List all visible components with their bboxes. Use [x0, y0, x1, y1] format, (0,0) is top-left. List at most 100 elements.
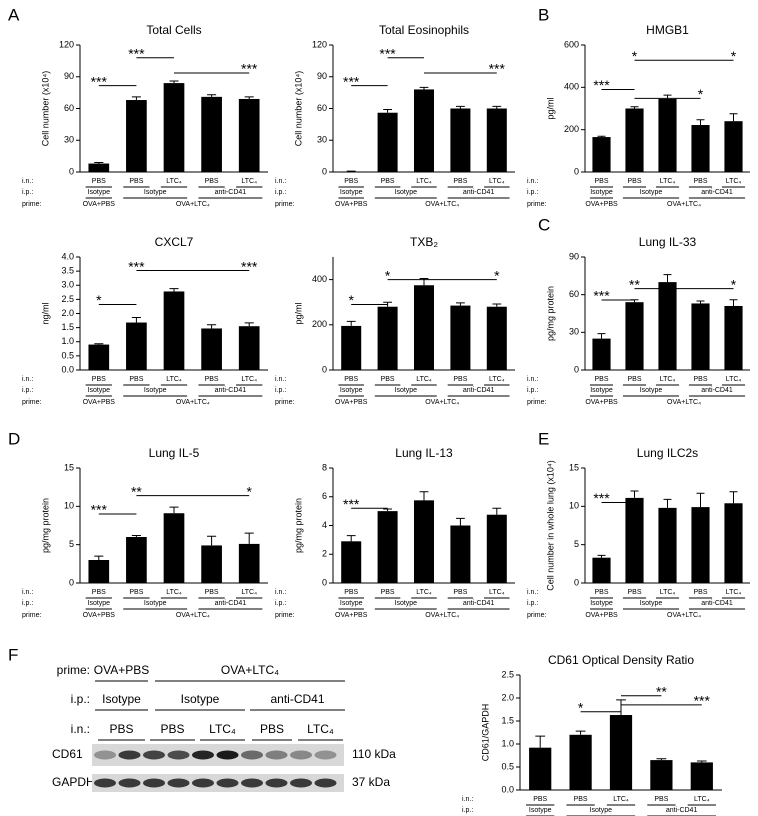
- error-bar: [575, 730, 586, 735]
- error-bar: [729, 491, 738, 504]
- ip-label: Isotype: [640, 600, 663, 607]
- bar: [163, 513, 185, 583]
- ip-label: anti-CD41: [215, 387, 247, 394]
- y-tick-label: 60: [64, 103, 74, 113]
- error-bar: [729, 299, 738, 306]
- ip-label: Isotype: [340, 387, 363, 394]
- chart-title: Lung ILC2s: [637, 446, 698, 460]
- error-bar: [207, 324, 217, 329]
- ip-label: anti-CD41: [701, 189, 733, 196]
- y-tick-label: 15: [569, 462, 579, 472]
- row-label: i.n.:: [22, 376, 33, 383]
- y-tick-label: 1.5: [501, 715, 514, 725]
- prime-label: OVA+PBS: [335, 201, 368, 208]
- blot-band: [192, 778, 214, 788]
- error-bar: [207, 94, 217, 97]
- ip-label: anti-CD41: [463, 189, 495, 196]
- blot-in: PBS: [160, 722, 184, 736]
- x-tick-label: LTC₄: [166, 589, 182, 596]
- error-bar: [696, 492, 705, 508]
- x-tick-label: PBS: [344, 376, 358, 383]
- panel-label: F: [8, 645, 18, 664]
- x-tick-label: LTC₄: [416, 376, 432, 383]
- bar: [486, 514, 507, 583]
- y-axis-label: pg/ml: [545, 97, 555, 119]
- ip-label: Isotype: [590, 807, 613, 814]
- prime-label: OVA+LTC₄: [667, 612, 701, 619]
- significance-label: *: [494, 267, 500, 283]
- x-tick-label: PBS: [381, 376, 395, 383]
- x-tick-label: PBS: [574, 796, 588, 803]
- y-tick-label: 30: [64, 135, 74, 145]
- bar: [690, 762, 713, 790]
- error-bar: [616, 699, 626, 716]
- significance-label: ***: [343, 73, 360, 89]
- prime-label: OVA+LTC₄: [667, 399, 701, 406]
- blot-row-label: i.n.:: [71, 722, 90, 736]
- error-bar: [696, 300, 705, 304]
- x-tick-label: PBS: [693, 376, 707, 383]
- row-label: i.p.:: [275, 189, 286, 196]
- ip-label: Isotype: [590, 600, 613, 607]
- error-bar: [94, 343, 104, 345]
- bar: [691, 125, 710, 172]
- ip-label: anti-CD41: [666, 807, 698, 814]
- ip-label: anti-CD41: [215, 600, 247, 607]
- significance-label: *: [246, 483, 252, 499]
- x-tick-label: PBS: [344, 178, 358, 185]
- y-tick-label: 60: [569, 289, 579, 299]
- x-tick-label: LTC₄: [660, 178, 676, 185]
- protein-label: CD61: [52, 747, 83, 761]
- prime-label: OVA+LTC₄: [176, 399, 210, 406]
- bar: [163, 83, 185, 172]
- y-tick-label: 120: [312, 39, 327, 49]
- ip-label: Isotype: [144, 600, 167, 607]
- x-tick-label: PBS: [205, 589, 219, 596]
- error-bar: [419, 86, 429, 90]
- bar-chart: Lung IL-33 pg/mg protein 0 30 60 90 PBS PBS LTC₄…: [527, 235, 750, 406]
- ip-label: anti-CD41: [463, 600, 495, 607]
- ip-label: Isotype: [395, 189, 418, 196]
- bar: [625, 302, 644, 370]
- y-tick-label: 600: [564, 39, 579, 49]
- y-tick-label: 30: [317, 135, 327, 145]
- ip-label: Isotype: [340, 189, 363, 196]
- x-tick-label: PBS: [205, 178, 219, 185]
- bar: [691, 507, 710, 583]
- significance-label: ***: [343, 496, 360, 512]
- error-bar: [94, 161, 104, 164]
- x-tick-label: LTC₄: [726, 178, 742, 185]
- prime-label: OVA+PBS: [585, 612, 618, 619]
- ip-label: Isotype: [640, 387, 663, 394]
- x-tick-label: PBS: [92, 376, 106, 383]
- bar: [529, 747, 552, 790]
- chart-title: CXCL7: [155, 235, 194, 249]
- panel-label: C: [538, 215, 550, 234]
- bar: [724, 305, 743, 370]
- blot-band: [118, 778, 141, 788]
- bar: [691, 303, 710, 370]
- blot-band: [167, 778, 190, 788]
- y-tick-label: 0.0: [501, 784, 514, 794]
- bar: [724, 503, 743, 583]
- row-label: prime:: [275, 612, 295, 619]
- bar: [658, 507, 677, 583]
- chart-title: HMGB1: [646, 23, 689, 37]
- blot-band: [241, 750, 263, 760]
- x-tick-label: PBS: [594, 178, 608, 185]
- significance-label: ***: [379, 45, 396, 61]
- blot-band: [216, 778, 239, 788]
- significance-label: ***: [694, 693, 711, 709]
- x-tick-label: PBS: [627, 376, 641, 383]
- chart-title: Total Eosinophils: [379, 23, 469, 37]
- y-tick-label: 2.5: [61, 294, 74, 304]
- significance-label: *: [96, 292, 102, 308]
- y-axis-label: pg/mg protein: [293, 498, 303, 553]
- row-label: prime:: [527, 201, 547, 208]
- significance-label: **: [131, 483, 142, 499]
- prime-label: OVA+LTC₄: [425, 612, 459, 619]
- error-bar: [244, 96, 254, 99]
- error-bar: [455, 302, 465, 306]
- row-label: i.p.:: [275, 387, 286, 394]
